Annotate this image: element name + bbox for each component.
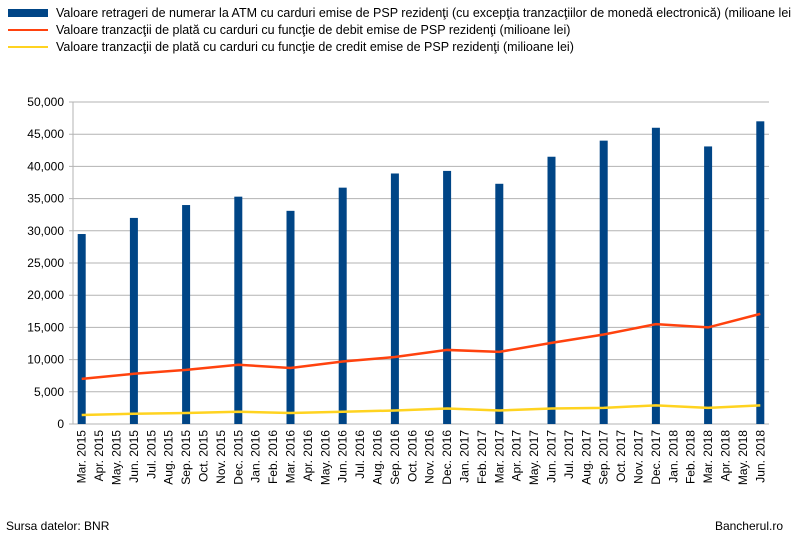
- x-tick-label: Sep. 2017: [597, 430, 611, 485]
- x-tick-label: Jul. 2017: [562, 430, 576, 479]
- bar: [234, 196, 243, 424]
- x-tick-label: Dec. 2015: [231, 430, 245, 485]
- x-tick-label: Dec. 2017: [649, 430, 663, 485]
- x-tick-label: Aug. 2015: [162, 430, 176, 485]
- x-tick-label: Jan. 2018: [666, 430, 680, 483]
- x-tick-label: Sep. 2016: [388, 430, 402, 485]
- bar: [756, 121, 765, 424]
- x-tick-label: Aug. 2016: [371, 430, 385, 485]
- x-tick-label: Nov. 2015: [214, 430, 228, 484]
- bar: [77, 234, 86, 424]
- x-tick-label: Mar. 2017: [492, 430, 506, 484]
- y-tick-label: 30,000: [27, 224, 64, 238]
- x-tick-label: Jan. 2016: [249, 430, 263, 483]
- y-tick-label: 20,000: [27, 288, 64, 302]
- bar: [443, 170, 452, 424]
- x-tick-label: Mar. 2018: [701, 430, 715, 484]
- bar: [495, 183, 504, 424]
- x-tick-label: May. 2018: [736, 430, 750, 485]
- x-tick-label: Oct. 2015: [197, 430, 211, 482]
- bar: [651, 127, 660, 424]
- x-tick-label: Oct. 2016: [405, 430, 419, 482]
- legend-label: Valoare tranzacţii de plată cu carduri c…: [56, 23, 570, 37]
- bar: [704, 146, 713, 424]
- line: [81, 312, 761, 381]
- x-tick-label: Nov. 2017: [632, 430, 646, 484]
- y-tick-label: 25,000: [27, 256, 64, 270]
- x-tick-label: Jun. 2016: [336, 430, 350, 483]
- y-tick-label: 5,000: [34, 385, 64, 399]
- x-tick-label: Apr. 2016: [301, 430, 315, 482]
- bar: [547, 156, 556, 425]
- line: [81, 404, 761, 417]
- source: Sursa datelor: BNR: [6, 519, 110, 533]
- legend-swatch: [8, 9, 48, 17]
- x-tick-label: May. 2015: [110, 430, 124, 485]
- x-tick-label: Aug. 2017: [579, 430, 593, 485]
- y-tick-label: 50,000: [27, 95, 64, 109]
- x-tick-label: Oct. 2017: [614, 430, 628, 482]
- x-tick-label: Jul. 2015: [144, 430, 158, 479]
- x-tick-label: Feb. 2017: [475, 430, 489, 484]
- x-tick-label: Feb. 2016: [266, 430, 280, 484]
- legend-label: Valoare retrageri de numerar la ATM cu c…: [56, 6, 791, 20]
- x-tick-label: May. 2016: [318, 430, 332, 485]
- y-tick-label: 45,000: [27, 127, 64, 141]
- x-tick-label: Mar. 2016: [284, 430, 298, 484]
- y-tick-label: 10,000: [27, 353, 64, 367]
- y-tick-label: 40,000: [27, 159, 64, 173]
- x-tick-label: Mar. 2015: [75, 430, 89, 484]
- x-tick-label: Apr. 2017: [510, 430, 524, 482]
- x-tick-label: May. 2017: [527, 430, 541, 485]
- x-tick-label: Apr. 2015: [92, 430, 106, 482]
- x-tick-label: Dec. 2016: [440, 430, 454, 485]
- x-tick-label: Feb. 2018: [684, 430, 698, 484]
- x-tick-label: Jun. 2018: [753, 430, 767, 483]
- x-tick-label: Apr. 2018: [719, 430, 733, 482]
- y-tick-label: 15,000: [27, 320, 64, 334]
- bar: [390, 173, 399, 424]
- x-tick-label: Jan. 2017: [458, 430, 472, 483]
- x-tick-label: Jul. 2016: [353, 430, 367, 479]
- bar: [182, 205, 191, 424]
- bar: [129, 217, 138, 424]
- x-tick-label: Jun. 2015: [127, 430, 141, 483]
- x-tick-label: Jun. 2017: [545, 430, 559, 483]
- bar: [286, 210, 295, 424]
- x-tick-label: Sep. 2015: [179, 430, 193, 485]
- y-tick-label: 35,000: [27, 192, 64, 206]
- x-tick-label: Nov. 2016: [423, 430, 437, 484]
- legend-label: Valoare tranzacţii de plată cu carduri c…: [56, 40, 574, 54]
- credit: Bancherul.ro: [715, 519, 783, 533]
- bar: [599, 140, 608, 424]
- bar: [338, 187, 347, 424]
- y-tick-label: 0: [57, 417, 64, 431]
